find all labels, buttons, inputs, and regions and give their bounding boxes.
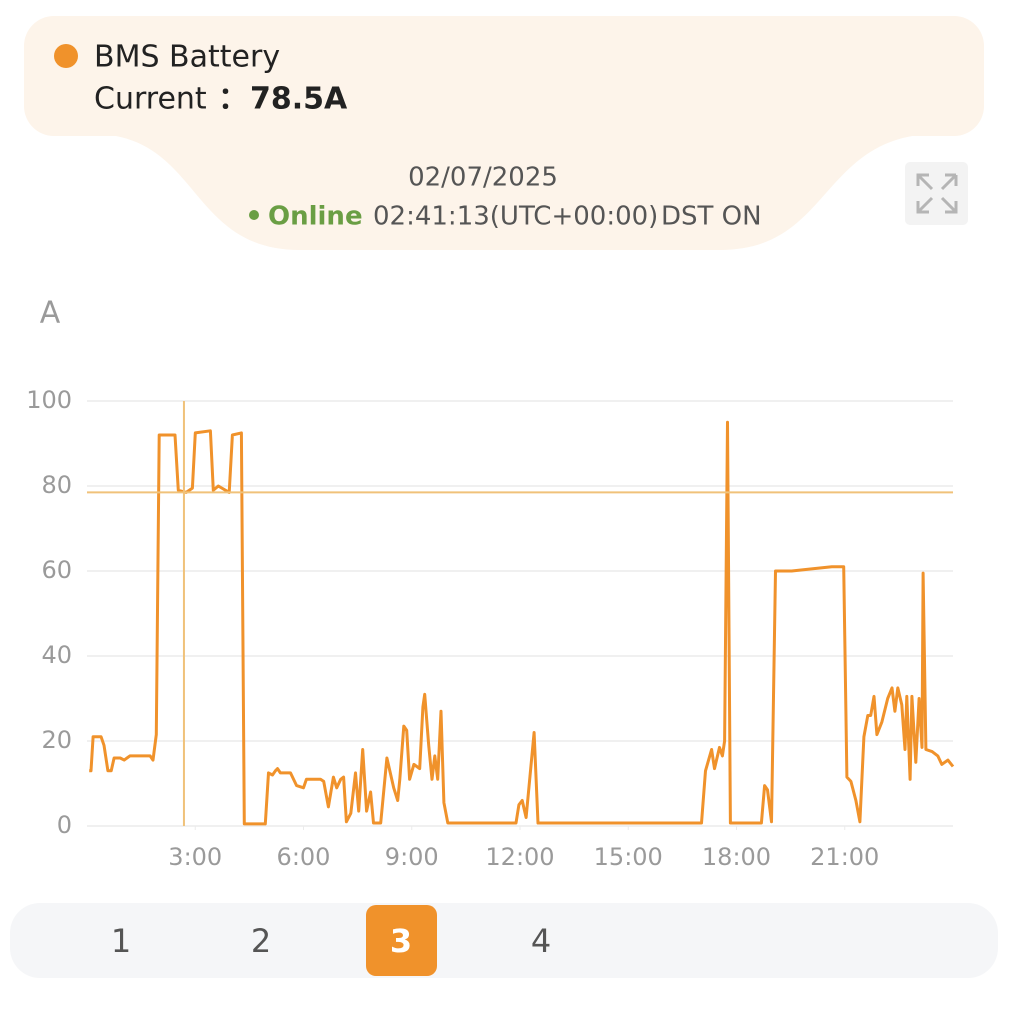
time: 02:41:13(UTC+00:00) <box>373 202 658 232</box>
y-tick-label: 80 <box>41 471 72 499</box>
x-tick-label: 15:00 <box>594 843 663 871</box>
plot: 0 20 40 60 80 100 3:00 6:00 9:00 12:00 15:00 18:00 2… <box>26 386 955 871</box>
page-button[interactable]: 3 <box>390 922 412 960</box>
x-tick-label: 12:00 <box>485 843 554 871</box>
pagination: 1 2 3 4 <box>111 905 551 976</box>
status-dot <box>249 210 259 220</box>
active-page-bg <box>366 905 437 976</box>
y-tick-label: 0 <box>57 811 72 839</box>
x-tick-label: 3:00 <box>168 843 222 871</box>
dst: DST ON <box>661 202 762 232</box>
y-tick-label: 20 <box>41 726 72 754</box>
tooltip-value: 78.5A <box>250 82 348 117</box>
x-tick-label: 9:00 <box>385 843 439 871</box>
page-button[interactable]: 4 <box>531 922 551 960</box>
tooltip-label: Current <box>94 82 207 117</box>
y-axis-label: A <box>40 296 61 331</box>
page-button[interactable]: 2 <box>251 922 271 960</box>
tooltip-bubble <box>24 16 984 136</box>
x-tick-label: 21:00 <box>810 843 879 871</box>
y-tick-label: 100 <box>26 386 72 414</box>
page-button[interactable]: 1 <box>111 922 131 960</box>
status: Online <box>268 202 363 232</box>
date: 02/07/2025 <box>408 163 558 193</box>
x-tick-label: 18:00 <box>702 843 771 871</box>
expand-button[interactable] <box>905 162 968 225</box>
series-line <box>89 420 955 826</box>
series-name: BMS Battery <box>94 40 280 75</box>
tooltip-tail <box>100 134 930 250</box>
x-tick-label: 6:00 <box>277 843 331 871</box>
tooltip-separator: ： <box>218 82 248 117</box>
pagination-bar <box>10 903 998 978</box>
y-tick-label: 60 <box>41 556 72 584</box>
y-tick-label: 40 <box>41 641 72 669</box>
legend-dot <box>54 44 78 68</box>
